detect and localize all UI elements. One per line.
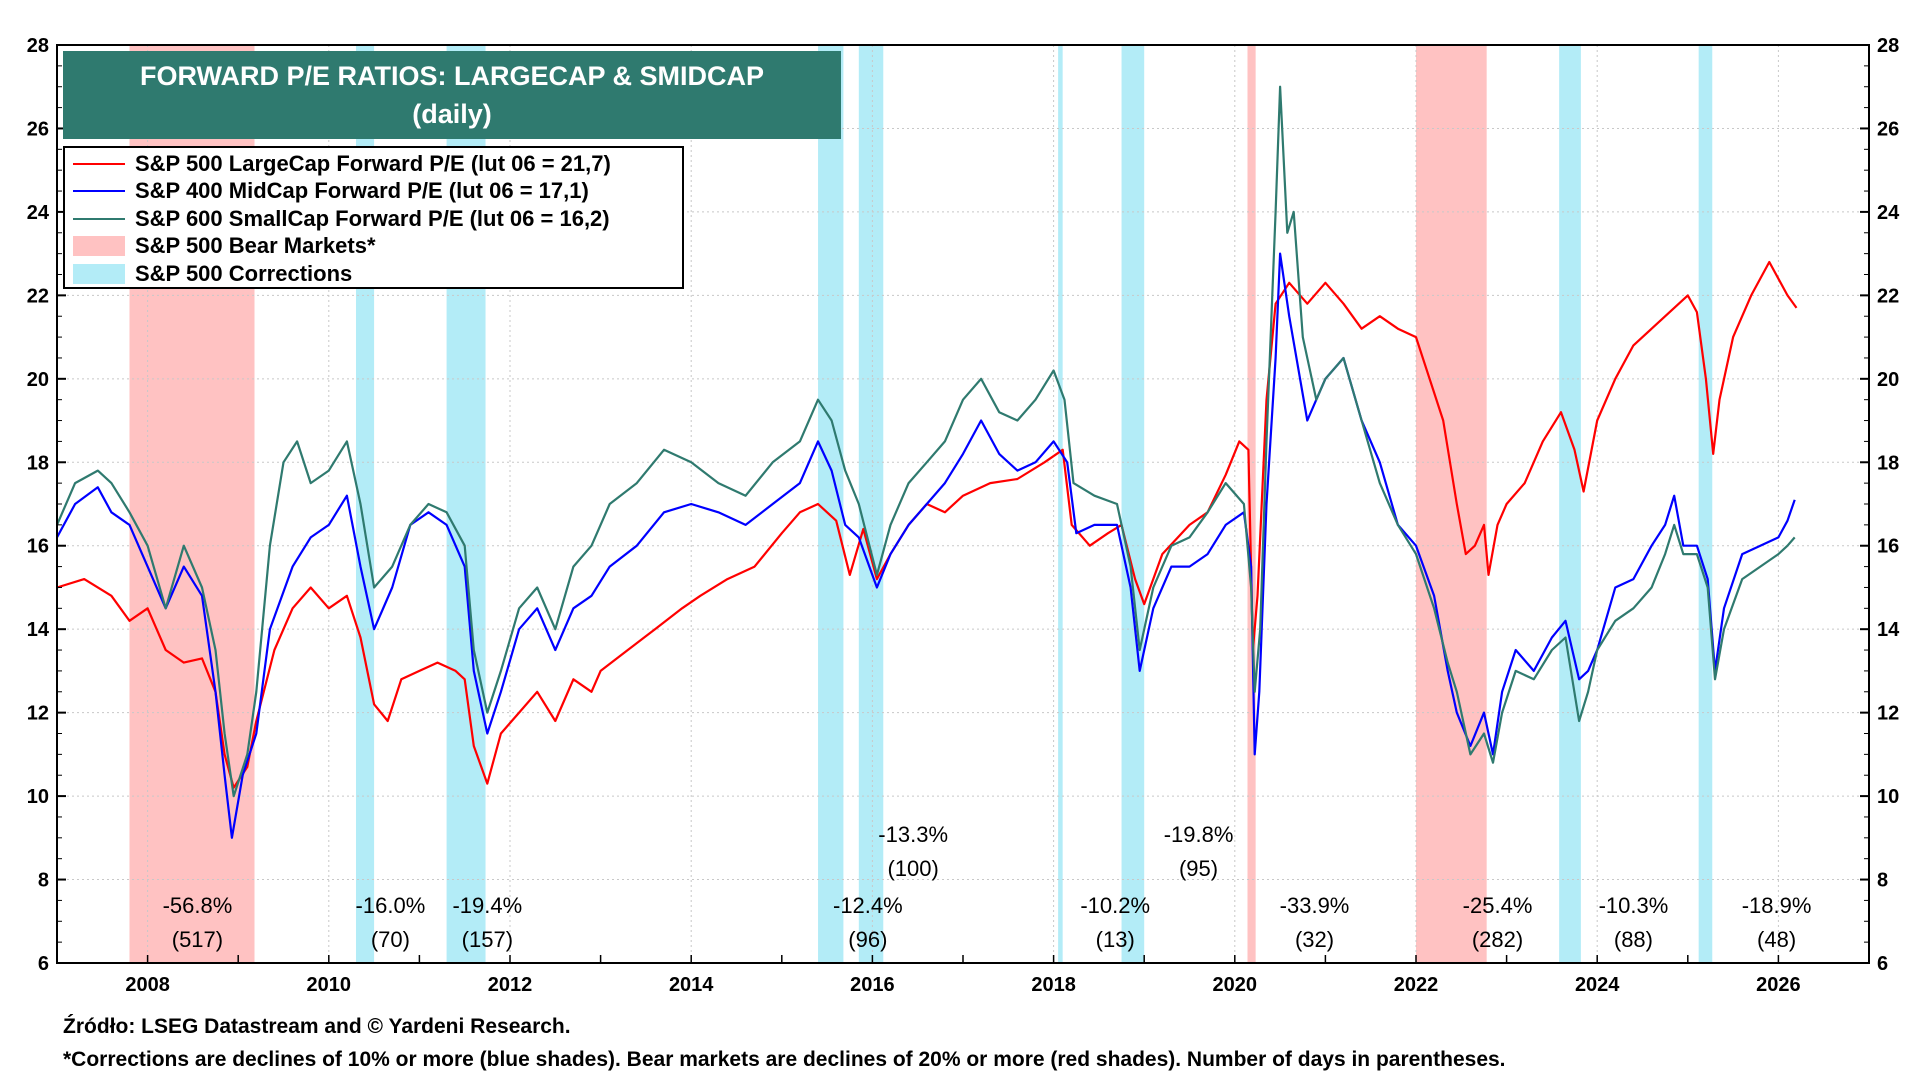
annotation-pct: -10.2% [1080, 893, 1150, 918]
annotation-days: (48) [1757, 927, 1796, 952]
legend-item: S&P 600 SmallCap Forward P/E (lut 06 = 1… [73, 205, 682, 233]
annotation-pct: -18.9% [1742, 893, 1812, 918]
x-tick-label: 2022 [1394, 974, 1439, 996]
annotation-days: (95) [1179, 856, 1218, 881]
y-tick-label-right: 18 [1877, 452, 1899, 474]
y-tick-label-left: 12 [27, 703, 49, 725]
y-tick-label-right: 14 [1877, 619, 1900, 641]
legend-label: S&P 500 Corrections [135, 260, 353, 286]
x-tick-label: 2010 [307, 974, 352, 996]
y-tick-label-right: 26 [1877, 118, 1899, 140]
series-line-smallcap [55, 85, 1796, 798]
correction-shade [1058, 45, 1063, 963]
series-line-midcap [56, 252, 1796, 839]
bear-market-shade [1416, 45, 1487, 963]
y-tick-label-right: 16 [1877, 536, 1899, 558]
legend-label: S&P 600 SmallCap Forward P/E (lut 06 = 1… [135, 205, 610, 231]
y-tick-label-right: 22 [1877, 285, 1899, 307]
annotation-days: (282) [1472, 927, 1523, 952]
y-tick-label-left: 6 [38, 953, 49, 975]
annotation-days: (88) [1614, 927, 1653, 952]
series-layer [55, 85, 1798, 839]
annotation-days: (32) [1295, 927, 1334, 952]
y-tick-label-left: 14 [27, 619, 50, 641]
legend-item: S&P 500 LargeCap Forward P/E (lut 06 = 2… [73, 150, 682, 178]
y-tick-label-right: 8 [1877, 870, 1888, 892]
x-tick-label: 2016 [850, 974, 895, 996]
x-tick-label: 2020 [1213, 974, 1258, 996]
legend-swatch-bear [73, 236, 125, 257]
footer-source: Źródło: LSEG Datastream and © Yardeni Re… [63, 1015, 571, 1038]
legend-label: S&P 400 MidCap Forward P/E (lut 06 = 17,… [135, 178, 589, 204]
x-tick-label: 2012 [488, 974, 533, 996]
y-tick-label-left: 22 [27, 285, 49, 307]
chart-subtitle: (daily) [412, 99, 492, 129]
annotation-pct: -56.8% [163, 893, 233, 918]
x-tick-label: 2008 [125, 974, 170, 996]
correction-shade [1559, 45, 1581, 963]
annotation-pct: -19.8% [1164, 822, 1234, 847]
legend: S&P 500 LargeCap Forward P/E (lut 06 = 2… [63, 146, 684, 289]
x-tick-label: 2024 [1575, 974, 1620, 996]
correction-shade [858, 45, 884, 963]
legend-item: S&P 500 Bear Markets* [73, 233, 682, 261]
y-tick-label-left: 24 [27, 202, 50, 224]
legend-label: S&P 500 Bear Markets* [135, 233, 376, 259]
footer-note: *Corrections are declines of 10% or more… [63, 1048, 1506, 1071]
x-tick-label: 2018 [1031, 974, 1076, 996]
y-tick-label-right: 6 [1877, 953, 1888, 975]
correction-shade [1698, 45, 1713, 963]
annotation-pct: -12.4% [833, 893, 903, 918]
correction-shade [1121, 45, 1145, 963]
annotation-days: (157) [462, 927, 513, 952]
annotation-pct: -33.9% [1280, 893, 1350, 918]
annotation-pct: -16.0% [356, 893, 426, 918]
y-tick-label-left: 16 [27, 536, 49, 558]
annotation-pct: -25.4% [1463, 893, 1533, 918]
x-tick-label: 2014 [669, 974, 714, 996]
legend-swatch-largecap [73, 162, 125, 165]
series-line-largecap [56, 260, 1798, 789]
y-tick-label-right: 12 [1877, 703, 1899, 725]
annotation-days: (517) [172, 927, 223, 952]
legend-swatch-correction [73, 263, 125, 284]
y-tick-label-right: 10 [1877, 786, 1899, 808]
y-tick-label-right: 24 [1877, 202, 1900, 224]
y-tick-label-left: 10 [27, 786, 49, 808]
y-tick-label-left: 18 [27, 452, 49, 474]
annotation-layer: -56.8% (517) -16.0% (70) -19.4% (157) -12.4% (9… [163, 822, 1812, 952]
legend-swatch-midcap [73, 190, 125, 193]
y-tick-label-right: 28 [1877, 35, 1899, 57]
legend-label: S&P 500 LargeCap Forward P/E (lut 06 = 2… [135, 150, 611, 176]
bear-market-shade [1247, 45, 1256, 963]
annotation-pct: -19.4% [452, 893, 522, 918]
annotation-days: (96) [848, 927, 887, 952]
legend-item: S&P 400 MidCap Forward P/E (lut 06 = 17,… [73, 178, 682, 206]
annotation-pct: -10.3% [1599, 893, 1669, 918]
annotation-days: (70) [371, 927, 410, 952]
legend-swatch-smallcap [73, 217, 125, 220]
legend-item: S&P 500 Corrections [73, 260, 682, 288]
y-tick-label-left: 28 [27, 35, 49, 57]
y-tick-label-left: 8 [38, 870, 49, 892]
annotation-days: (100) [887, 856, 938, 881]
y-tick-label-left: 20 [27, 369, 49, 391]
annotation-pct: -13.3% [878, 822, 948, 847]
chart-title-box: FORWARD P/E RATIOS: LARGECAP & SMIDCAP (… [63, 51, 841, 139]
y-tick-label-right: 20 [1877, 369, 1899, 391]
y-tick-label-left: 26 [27, 118, 49, 140]
x-tick-label: 2026 [1756, 974, 1801, 996]
chart-title: FORWARD P/E RATIOS: LARGECAP & SMIDCAP [139, 61, 765, 91]
annotation-days: (13) [1096, 927, 1135, 952]
